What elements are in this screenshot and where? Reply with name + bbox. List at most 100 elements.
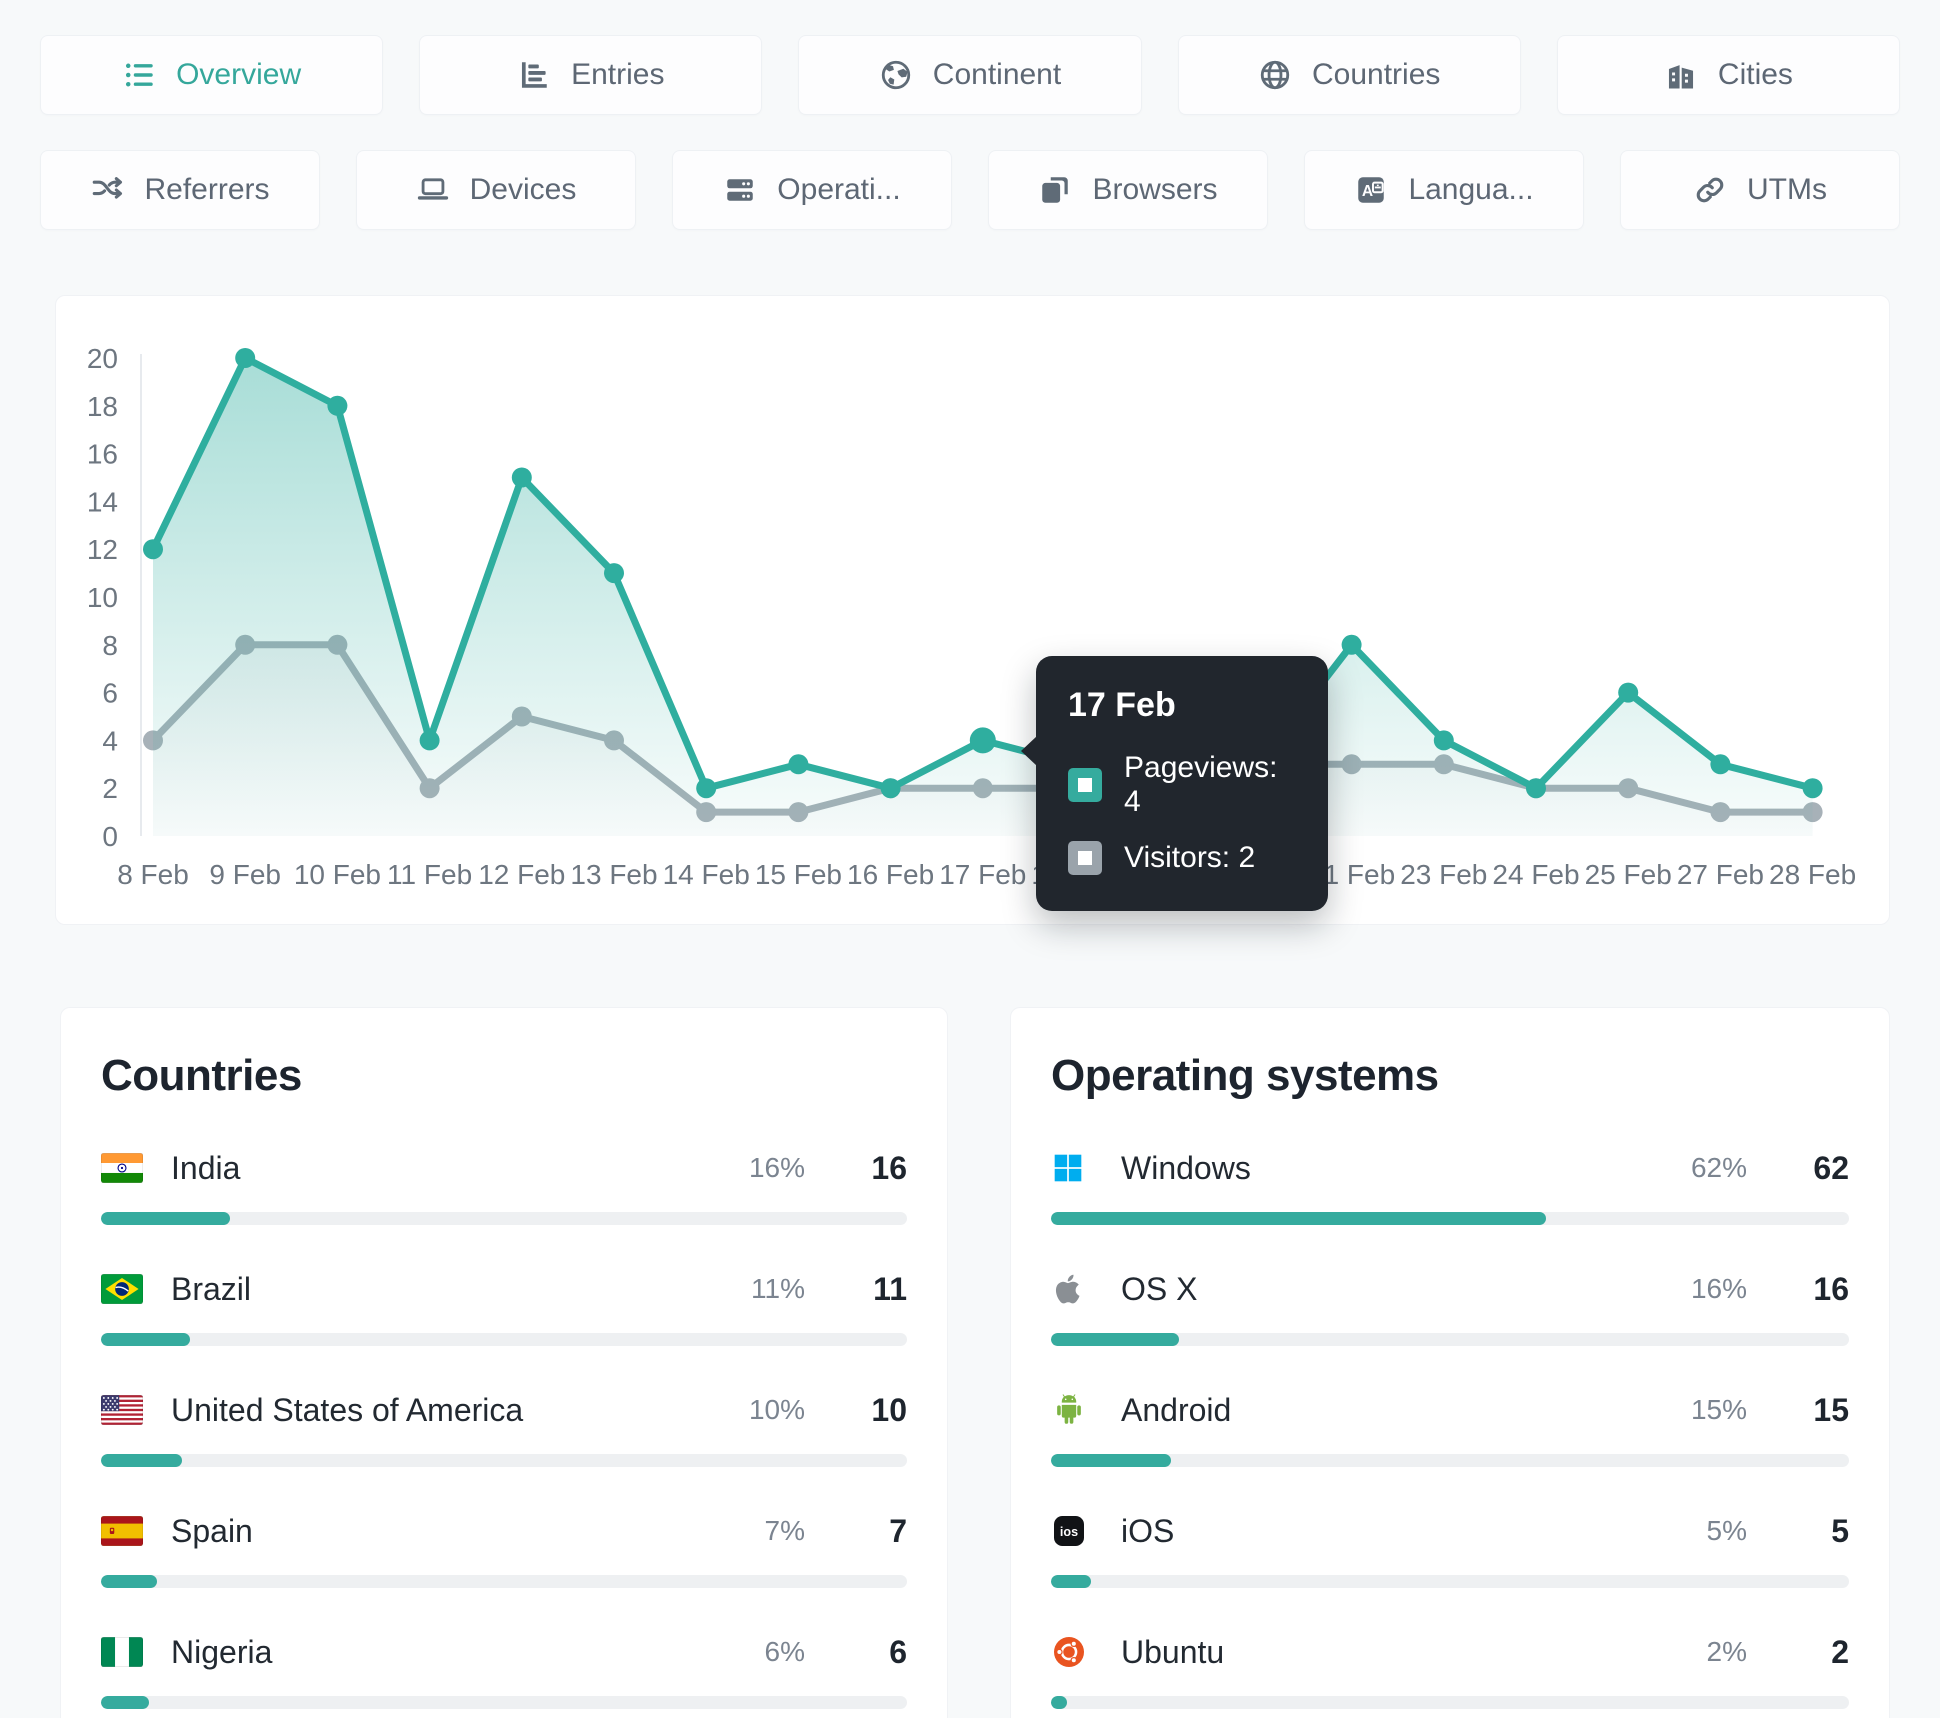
data-point-pageviews[interactable] <box>1341 634 1362 655</box>
data-point-pageviews[interactable] <box>1433 730 1454 751</box>
data-point-pageviews[interactable] <box>880 778 901 799</box>
stat-progress-bar <box>1051 1212 1849 1225</box>
stat-progress-bar <box>1051 1333 1849 1346</box>
apple-icon <box>1051 1271 1095 1307</box>
brazil-flag-icon <box>101 1274 145 1304</box>
tab-utms[interactable]: UTMs <box>1620 150 1900 230</box>
tab-langua[interactable]: A Langua... <box>1304 150 1584 230</box>
stat-row-header: Spain 7% 7 <box>101 1511 907 1551</box>
list-item-ubuntu: Ubuntu 2% 2 <box>1051 1632 1849 1709</box>
data-point-pageviews[interactable] <box>604 563 624 584</box>
x-axis-label: 23 Feb <box>1400 859 1487 890</box>
data-point-pageviews[interactable] <box>1710 754 1731 775</box>
y-axis-label: 10 <box>87 582 118 613</box>
tab-referrers[interactable]: Referrers <box>40 150 320 230</box>
y-axis-label: 2 <box>102 773 118 804</box>
list-item-nigeria: Nigeria 6% 6 <box>101 1632 907 1709</box>
y-axis-label: 20 <box>87 343 118 374</box>
stat-value: 15 <box>1813 1391 1849 1428</box>
shuffle-icon <box>90 173 124 207</box>
operating-systems-list: Windows 62% 62 OS X 16% 16 Android 15% 15 ios iOS 5… <box>1051 1148 1849 1709</box>
stat-value: 10 <box>871 1391 907 1428</box>
stat-value: 16 <box>1813 1270 1849 1307</box>
tab-label: Countries <box>1312 58 1441 91</box>
countries-panel-title: Countries <box>101 1051 302 1100</box>
stat-percent: 16% <box>748 1152 805 1183</box>
data-point-pageviews[interactable] <box>1618 682 1639 703</box>
tab-label: Continent <box>932 58 1062 91</box>
tab-label: Operati... <box>777 173 901 206</box>
x-axis-label: 13 Feb <box>570 859 657 890</box>
tab-cities[interactable]: Cities <box>1556 35 1901 115</box>
usa-flag-icon <box>101 1395 145 1425</box>
stat-name: OS X <box>1121 1270 1198 1307</box>
bar-chart-icon <box>517 58 551 92</box>
stat-percent: 5% <box>1706 1515 1747 1546</box>
stat-row-header: ios iOS 5% 5 <box>1051 1511 1849 1551</box>
browser-icon <box>1038 173 1072 207</box>
tab-devices[interactable]: Devices <box>356 150 636 230</box>
data-point-pageviews[interactable] <box>419 730 440 751</box>
series-area-pageviews <box>153 358 1813 836</box>
visitors-marker-icon <box>1068 841 1102 875</box>
stat-name: Brazil <box>171 1270 252 1307</box>
data-point-pageviews[interactable] <box>1526 778 1546 799</box>
x-axis-label: 9 Feb <box>209 859 281 890</box>
data-point-pageviews[interactable] <box>788 754 809 775</box>
tab-label: Entries <box>571 58 665 91</box>
operating-systems-panel-title: Operating systems <box>1051 1051 1439 1100</box>
server-icon <box>723 173 757 207</box>
tab-overview[interactable]: Overview <box>40 35 384 115</box>
x-axis-label: 14 Feb <box>663 859 750 890</box>
y-axis-label: 4 <box>102 725 118 756</box>
laptop-icon <box>416 173 450 207</box>
tab-label: Referrers <box>144 173 270 206</box>
stat-percent: 6% <box>764 1636 805 1667</box>
link-icon <box>1693 173 1727 207</box>
stat-progress-bar <box>101 1333 907 1346</box>
x-axis-label: 24 Feb <box>1492 859 1579 890</box>
stat-row-header: OS X 16% 16 <box>1051 1269 1849 1309</box>
spain-flag-icon <box>101 1516 145 1546</box>
india-flag-icon <box>101 1153 145 1183</box>
chart-tooltip: 17 Feb Pageviews: 4 Visitors: 2 <box>1021 656 1328 911</box>
list-item-windows: Windows 62% 62 <box>1051 1148 1849 1225</box>
stat-row-header: Nigeria 6% 6 <box>101 1632 907 1672</box>
data-point-pageviews[interactable] <box>969 727 996 754</box>
windows-icon <box>1051 1151 1095 1185</box>
y-axis-label: 18 <box>87 391 118 422</box>
data-point-pageviews[interactable] <box>143 539 163 560</box>
data-point-pageviews[interactable] <box>511 467 532 488</box>
svg-text:A: A <box>1362 183 1373 200</box>
tab-continent[interactable]: Continent <box>798 35 1142 115</box>
list-item-spain: Spain 7% 7 <box>101 1511 907 1588</box>
android-icon <box>1051 1392 1095 1428</box>
x-axis-label: 16 Feb <box>847 859 934 890</box>
tab-entries[interactable]: Entries <box>419 35 763 115</box>
translate-icon: A <box>1354 173 1388 207</box>
stat-name: United States of America <box>171 1391 524 1428</box>
y-axis-label: 0 <box>102 821 118 852</box>
data-point-pageviews[interactable] <box>235 348 256 368</box>
tab-label: Cities <box>1717 58 1793 91</box>
stat-progress-bar <box>1051 1696 1849 1709</box>
stat-progress-bar <box>101 1575 907 1588</box>
x-axis-label: 17 Feb <box>939 859 1026 890</box>
tab-browsers[interactable]: Browsers <box>988 150 1268 230</box>
stat-progress-bar <box>101 1696 907 1709</box>
tab-countries[interactable]: Countries <box>1177 35 1521 115</box>
x-axis-label: 25 Feb <box>1585 859 1672 890</box>
stat-progress-bar <box>101 1212 907 1225</box>
list-item-brazil: Brazil 11% 11 <box>101 1269 907 1346</box>
operating-systems-panel: Operating systems Windows 62% 62 OS X 16% 16 A… <box>1010 1007 1890 1718</box>
stat-name: Spain <box>171 1512 253 1549</box>
data-point-pageviews[interactable] <box>327 395 348 416</box>
y-axis-label: 14 <box>87 486 118 517</box>
data-point-pageviews[interactable] <box>1802 778 1823 799</box>
tab-operati[interactable]: Operati... <box>672 150 952 230</box>
data-point-pageviews[interactable] <box>696 778 717 799</box>
stat-row-header: United States of America 10% 10 <box>101 1390 907 1430</box>
stat-percent: 15% <box>1690 1394 1747 1425</box>
